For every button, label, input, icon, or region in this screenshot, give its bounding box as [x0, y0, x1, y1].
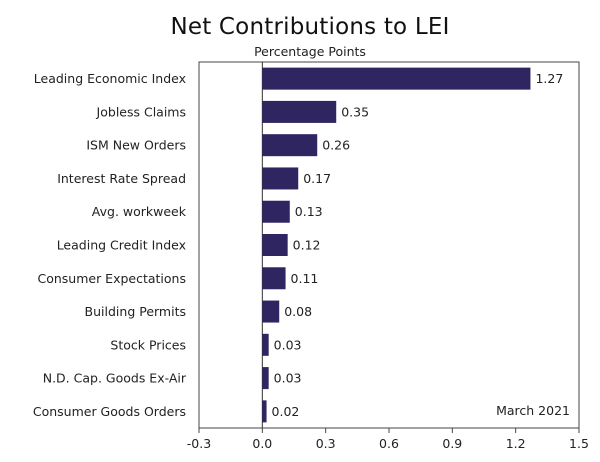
value-label: 0.02 — [272, 404, 300, 419]
chart-title: Net Contributions to LEI — [170, 14, 450, 40]
value-label: 0.03 — [274, 371, 302, 386]
plot-area — [198, 61, 580, 429]
x-tick-label: 1.5 — [569, 436, 589, 451]
category-label: Leading Credit Index — [57, 238, 186, 253]
category-label: N.D. Cap. Goods Ex-Air — [43, 371, 187, 386]
value-label: 0.13 — [295, 204, 323, 219]
category-label: Building Permits — [85, 304, 186, 319]
bar — [262, 333, 269, 356]
bar — [262, 367, 269, 390]
value-label: 0.35 — [341, 104, 369, 119]
bars — [262, 67, 531, 423]
category-label: Jobless Claims — [96, 104, 186, 119]
value-label: 0.03 — [274, 337, 302, 352]
bar — [262, 400, 267, 423]
bar — [262, 167, 299, 190]
plot-frame — [198, 61, 580, 429]
x-tick-label: 0.3 — [316, 436, 336, 451]
value-label: 0.17 — [303, 171, 331, 186]
value-label: 0.26 — [322, 138, 350, 153]
bar — [262, 134, 318, 157]
category-label: Consumer Expectations — [37, 271, 186, 286]
value-label: 0.08 — [284, 304, 312, 319]
bar — [262, 234, 288, 256]
category-label: Leading Economic Index — [34, 71, 186, 86]
x-tick-label: 1.2 — [506, 436, 526, 451]
value-labels: 1.27 0.35 0.26 0.17 0.13 0.12 0.11 0.08 0.03 0.03… — [272, 71, 564, 419]
category-label: Consumer Goods Orders — [33, 404, 186, 419]
bar — [262, 200, 290, 223]
value-label: 0.12 — [293, 238, 321, 253]
chart-subtitle: Percentage Points — [254, 44, 366, 59]
x-tick-label: -0.3 — [187, 436, 211, 451]
date-annotation: March 2021 — [496, 403, 570, 418]
bar — [262, 67, 531, 90]
category-labels: Leading Economic Index Jobless Claims ISM … — [33, 71, 187, 419]
x-tick-label: 0.9 — [442, 436, 462, 451]
category-label: Interest Rate Spread — [57, 171, 186, 186]
x-axis: -0.3 0.0 0.3 0.6 0.9 1.2 1.5 — [187, 428, 589, 451]
x-tick-label: 0.0 — [252, 436, 272, 451]
value-label: 0.11 — [291, 271, 319, 286]
x-tick-label: 0.6 — [379, 436, 399, 451]
category-label: ISM New Orders — [86, 138, 186, 153]
bar — [262, 267, 286, 290]
bar — [262, 300, 280, 323]
bar — [262, 100, 337, 123]
category-label: Stock Prices — [110, 337, 186, 352]
category-label: Avg. workweek — [92, 204, 187, 219]
value-label: 1.27 — [535, 71, 563, 86]
